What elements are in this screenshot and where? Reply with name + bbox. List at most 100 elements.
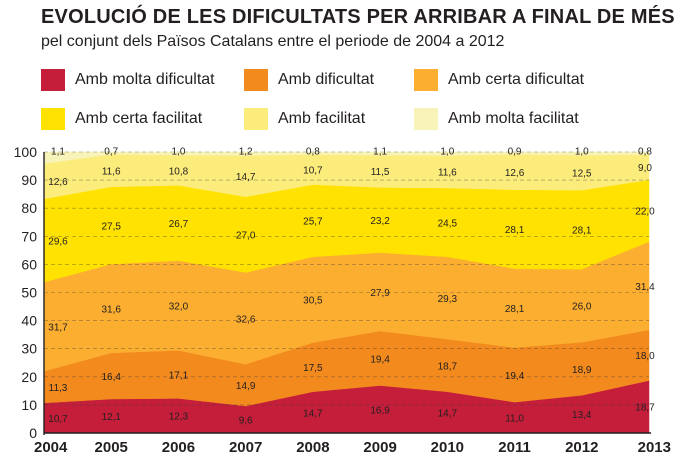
legend-label: Amb molta facilitat [448,110,579,127]
y-tick-label: 10 [21,397,37,413]
data-label: 18,7 [635,403,655,414]
data-label: 1,0 [171,147,185,158]
data-label: 29,3 [438,294,458,305]
data-label: 31,4 [635,282,655,293]
legend-label: Amb certa dificultat [448,71,585,88]
x-tick-label: 2004 [34,439,68,456]
data-label: 25,7 [303,217,323,228]
data-label: 1,1 [51,147,65,158]
data-label: 18,0 [635,351,655,362]
data-label: 17,1 [169,370,189,381]
y-tick-label: 60 [21,256,37,272]
data-label: 17,5 [303,363,323,374]
data-label: 14,7 [236,172,256,183]
chart-title: EVOLUCIÓ DE LES DIFICULTATS PER ARRIBAR … [41,6,675,28]
data-label: 0,7 [104,147,118,158]
data-label: 24,5 [438,218,458,229]
data-label: 29,6 [48,237,68,248]
legend-item-dificultat: Amb dificultat [244,68,374,92]
data-label: 26,7 [169,219,189,230]
x-tick-label: 2011 [498,439,531,456]
x-tick-label: 2008 [296,439,329,456]
data-label: 13,4 [572,410,592,421]
data-label: 11,3 [49,383,68,394]
y-tick-label: 40 [21,313,37,329]
data-label: 1,2 [239,147,253,158]
x-tick-label: 2009 [363,439,396,456]
data-label: 16,9 [370,405,390,416]
data-label: 0,9 [508,147,522,158]
data-label: 32,0 [169,301,189,312]
data-label: 30,5 [303,296,323,307]
data-label: 28,1 [505,304,525,315]
y-tick-label: 90 [21,172,37,188]
legend-item-facilitat: Amb facilitat [244,107,365,131]
legend-item-molta-facilitat: Amb molta facilitat [414,107,579,131]
legend-item-molta-dificultat: Amb molta dificultat [41,68,215,92]
x-tick-label: 2010 [431,439,464,456]
legend-swatch [244,69,268,91]
y-tick-label: 70 [21,228,37,244]
data-label: 31,6 [101,305,121,316]
data-label: 23,2 [370,216,390,227]
data-label: 12,1 [101,412,121,423]
data-label: 12,3 [169,412,189,423]
legend-swatch [244,108,268,130]
data-label: 0,8 [306,147,320,158]
data-label: 10,7 [48,414,68,425]
legend-item-certa-facilitat: Amb certa facilitat [41,107,202,131]
data-label: 11,5 [371,167,390,178]
x-tick-label: 2005 [95,439,128,456]
data-label: 10,7 [303,166,323,177]
data-label: 12,5 [572,169,592,180]
x-tick-label: 2006 [162,439,195,456]
data-label: 27,5 [101,221,121,232]
legend-swatch [414,108,438,130]
legend-label: Amb molta dificultat [75,71,215,88]
y-tick-label: 0 [29,425,37,441]
data-label: 32,6 [236,314,256,325]
legend-item-certa-dificultat: Amb certa dificultat [414,68,584,92]
legend-label: Amb certa facilitat [75,110,203,127]
data-label: 19,4 [370,354,390,365]
legend-swatch [41,108,65,130]
legend-label: Amb facilitat [278,110,366,127]
data-label: 9,6 [239,416,253,427]
data-label: 10,8 [169,166,189,177]
data-label: 11,6 [102,167,121,178]
y-tick-label: 30 [21,341,37,357]
data-label: 1,1 [373,147,387,158]
x-tick-label: 2012 [565,439,598,456]
data-label: 16,4 [101,372,121,383]
data-label: 9,0 [638,163,652,174]
y-tick-label: 80 [21,200,37,216]
legend-swatch [414,69,438,91]
data-label: 31,7 [48,323,68,334]
data-label: 12,6 [48,177,68,188]
y-tick-label: 50 [21,285,37,301]
data-label: 28,1 [572,226,592,237]
data-label: 18,7 [438,361,458,372]
chart-subtitle: pel conjunt dels Països Catalans entre e… [41,33,505,50]
data-label: 14,7 [438,408,458,419]
data-label: 14,9 [236,381,256,392]
data-label: 11,0 [505,414,524,425]
legend-label: Amb dificultat [278,71,375,88]
data-label: 27,9 [370,288,390,299]
data-label: 22,0 [635,207,655,218]
data-label: 14,7 [303,408,323,419]
y-tick-label: 100 [14,144,38,160]
x-tick-label: 2007 [229,439,262,456]
data-label: 1,0 [575,147,589,158]
data-label: 19,4 [505,371,525,382]
data-label: 0,8 [638,147,652,158]
data-label: 18,9 [572,365,592,376]
legend-swatch [41,69,65,91]
data-label: 11,6 [438,168,457,179]
data-label: 12,6 [505,168,525,179]
data-label: 28,1 [505,225,525,236]
data-label: 27,0 [236,231,256,242]
x-tick-label: 2013 [638,439,671,456]
data-label: 26,0 [572,302,592,313]
